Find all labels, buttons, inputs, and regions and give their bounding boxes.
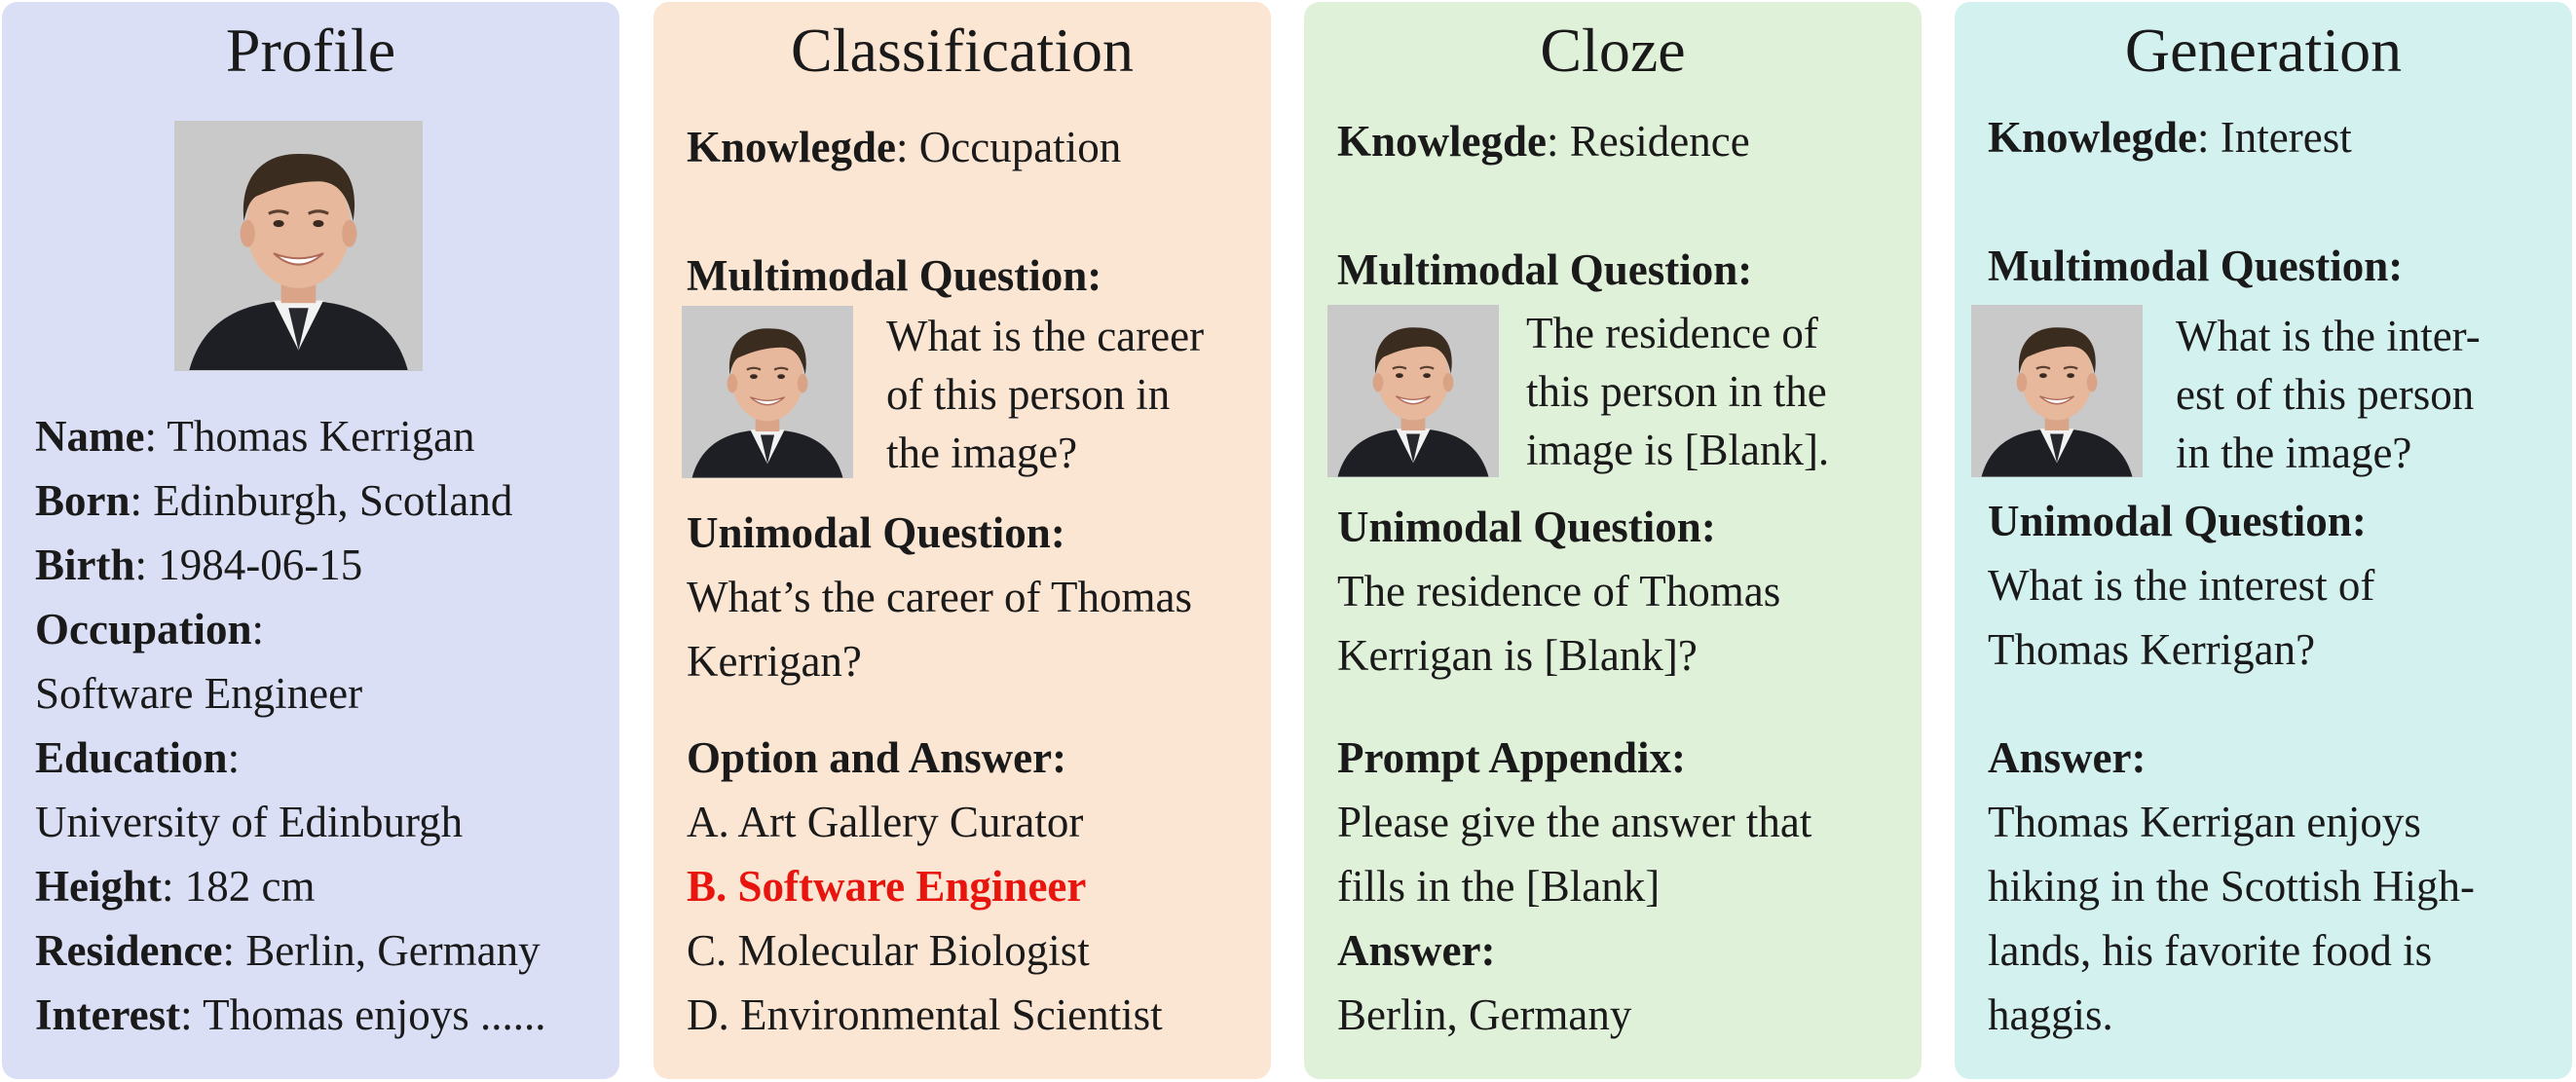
profile-occupation-label: Occupation: bbox=[35, 605, 265, 653]
question-photo bbox=[1327, 305, 1499, 477]
profile-birth: Birth: 1984-06-15 bbox=[35, 541, 363, 589]
cloze-um-question-line-1: The residence of Thomas bbox=[1337, 567, 1781, 616]
cloze-appendix-label: Prompt Appendix: bbox=[1337, 733, 1686, 782]
generation-answer-line-1: Thomas Kerrigan enjoys bbox=[1988, 798, 2421, 846]
profile-occupation-value: Software Engineer bbox=[35, 669, 363, 718]
generation-knowledge: Knowlegde: Interest bbox=[1988, 113, 2352, 162]
option-b-correct: B. Software Engineer bbox=[687, 862, 1087, 911]
person-photo bbox=[174, 121, 423, 371]
classification-um-question-line-1: What’s the career of Thomas bbox=[687, 573, 1192, 621]
profile-residence: Residence: Berlin, Germany bbox=[35, 926, 541, 975]
cloze-appendix-line-2: fills in the [Blank] bbox=[1337, 862, 1661, 911]
person-portrait-icon bbox=[1327, 305, 1499, 477]
cloze-um-question-label: Unimodal Question: bbox=[1337, 503, 1716, 551]
generation-answer-label: Answer: bbox=[1988, 733, 2147, 782]
classification-um-question-label: Unimodal Question: bbox=[687, 508, 1065, 557]
profile-born: Born: Edinburgh, Scotland bbox=[35, 476, 513, 525]
cloze-answer-value: Berlin, Germany bbox=[1337, 990, 1632, 1039]
person-portrait-icon bbox=[1971, 305, 2143, 477]
question-photo bbox=[1971, 305, 2143, 477]
profile-education-label: Education: bbox=[35, 733, 241, 782]
cloze-panel: Cloze Knowlegde: Residence Multimodal Qu… bbox=[1304, 2, 1922, 1079]
person-portrait-icon bbox=[682, 306, 853, 478]
profile-height: Height: 182 cm bbox=[35, 862, 316, 911]
cloze-um-question-line-2: Kerrigan is [Blank]? bbox=[1337, 631, 1698, 680]
cloze-answer-label: Answer: bbox=[1337, 926, 1496, 975]
question-photo bbox=[682, 306, 853, 478]
option-c: C. Molecular Biologist bbox=[687, 926, 1090, 975]
option-a: A. Art Gallery Curator bbox=[687, 798, 1084, 846]
cloze-title: Cloze bbox=[1540, 16, 1686, 85]
option-d: D. Environmental Scientist bbox=[687, 990, 1163, 1039]
profile-panel: Profile Name: Thomas Kerrigan Born: Edin… bbox=[2, 2, 619, 1079]
generation-panel: Generation Knowlegde: Interest Multimoda… bbox=[1955, 2, 2572, 1079]
classification-mm-question-label: Multimodal Question: bbox=[687, 251, 1102, 300]
classification-knowledge: Knowlegde: Occupation bbox=[687, 123, 1122, 171]
classification-title: Classification bbox=[791, 16, 1134, 85]
generation-answer-line-3: lands, his favorite food is bbox=[1988, 926, 2433, 975]
classification-um-question-line-2: Kerrigan? bbox=[687, 637, 862, 686]
profile-title: Profile bbox=[225, 16, 396, 85]
generation-title: Generation bbox=[2124, 16, 2403, 85]
classification-panel: Classification Knowlegde: Occupation Mul… bbox=[653, 2, 1271, 1079]
generation-um-question-line-1: What is the interest of bbox=[1988, 561, 2375, 610]
profile-education-value: University of Edinburgh bbox=[35, 798, 464, 846]
cloze-appendix-line-1: Please give the answer that bbox=[1337, 798, 1812, 846]
cloze-mm-question-label: Multimodal Question: bbox=[1337, 245, 1753, 294]
generation-mm-question-label: Multimodal Question: bbox=[1988, 242, 2404, 290]
cloze-mm-question-text: The residence of this person in the imag… bbox=[1526, 309, 1830, 474]
classification-option-label: Option and Answer: bbox=[687, 733, 1067, 782]
cloze-knowledge: Knowlegde: Residence bbox=[1337, 117, 1750, 166]
generation-mm-question-text: What is the inter- est of this person in… bbox=[2176, 312, 2481, 477]
generation-um-question-label: Unimodal Question: bbox=[1988, 497, 2367, 545]
profile-name: Name: Thomas Kerrigan bbox=[35, 412, 475, 461]
profile-interest: Interest: Thomas enjoys ...... bbox=[35, 990, 546, 1039]
generation-um-question-line-2: Thomas Kerrigan? bbox=[1988, 625, 2316, 674]
generation-answer-line-4: haggis. bbox=[1988, 990, 2113, 1039]
generation-answer-line-2: hiking in the Scottish High- bbox=[1988, 862, 2475, 911]
classification-mm-question-text: What is the career of this person in the… bbox=[886, 312, 1205, 477]
person-portrait-icon bbox=[174, 121, 423, 371]
